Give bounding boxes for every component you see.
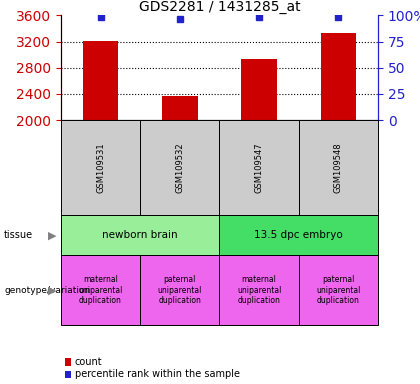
Bar <box>241 59 277 120</box>
Text: GSM109531: GSM109531 <box>96 142 105 193</box>
Text: paternal
uniparental
duplication: paternal uniparental duplication <box>158 275 202 305</box>
Text: GSM109548: GSM109548 <box>334 142 343 193</box>
Text: percentile rank within the sample: percentile rank within the sample <box>75 369 240 379</box>
Text: count: count <box>75 357 102 367</box>
Text: ▶: ▶ <box>48 285 57 295</box>
Text: maternal
uniparental
duplication: maternal uniparental duplication <box>237 275 281 305</box>
Text: maternal
uniparental
duplication: maternal uniparental duplication <box>79 275 123 305</box>
Text: tissue: tissue <box>4 230 33 240</box>
Text: GSM109532: GSM109532 <box>175 142 184 193</box>
Bar <box>162 96 198 120</box>
Text: GSM109547: GSM109547 <box>255 142 264 193</box>
Text: 13.5 dpc embryo: 13.5 dpc embryo <box>255 230 343 240</box>
Bar <box>320 33 356 120</box>
Title: GDS2281 / 1431285_at: GDS2281 / 1431285_at <box>139 0 300 14</box>
Bar <box>83 41 118 120</box>
Text: newborn brain: newborn brain <box>102 230 178 240</box>
Text: ▶: ▶ <box>48 230 57 240</box>
Text: paternal
uniparental
duplication: paternal uniparental duplication <box>316 275 360 305</box>
Text: genotype/variation: genotype/variation <box>4 286 90 295</box>
